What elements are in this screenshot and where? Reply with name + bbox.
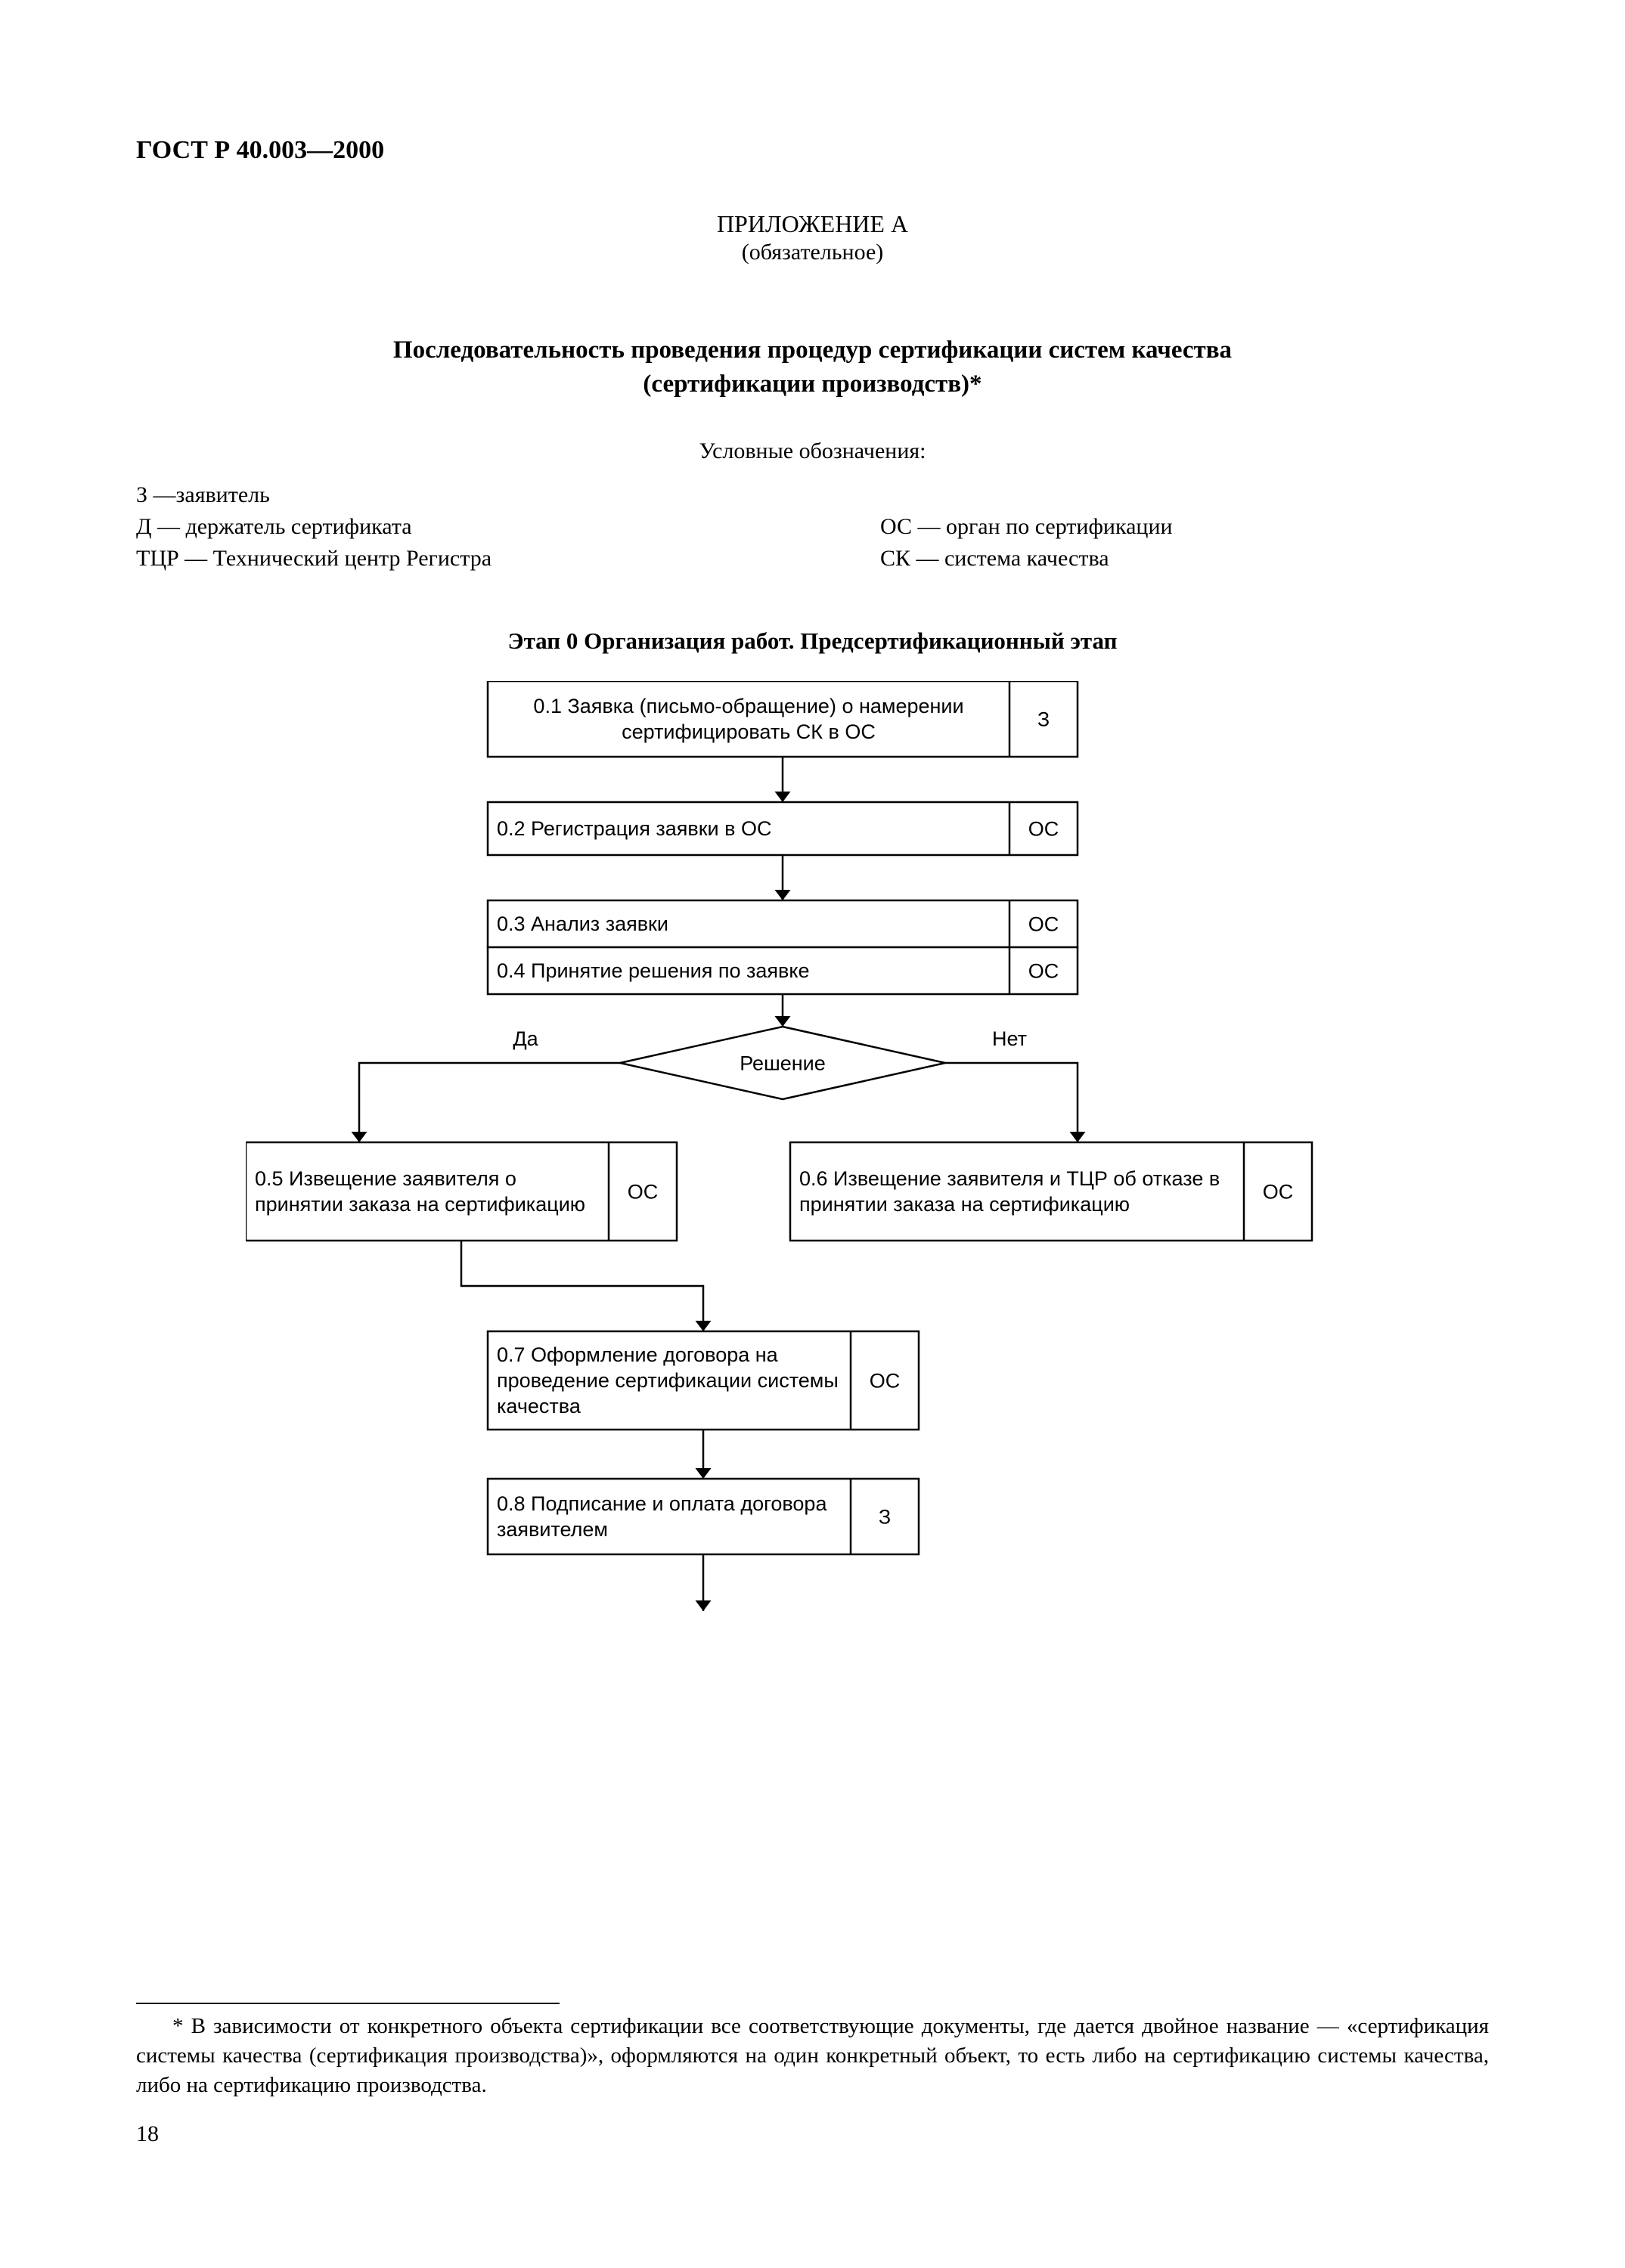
svg-text:Решение: Решение bbox=[740, 1052, 826, 1075]
legend-item: З —заявитель bbox=[136, 479, 880, 511]
main-title-line1: Последовательность проведения процедур с… bbox=[393, 336, 1232, 364]
legend-item: Д — держатель сертификата bbox=[136, 511, 880, 543]
svg-text:Да: Да bbox=[513, 1027, 538, 1050]
legend-header: Условные обозначения: bbox=[136, 438, 1489, 464]
document-id: ГОСТ Р 40.003—2000 bbox=[136, 136, 1489, 165]
svg-text:З: З bbox=[878, 1506, 890, 1529]
legend-item: СК — система качества bbox=[880, 543, 1489, 575]
svg-text:ОС: ОС bbox=[1028, 818, 1059, 841]
stage-title: Этап 0 Организация работ. Предсертификац… bbox=[136, 627, 1489, 655]
appendix-subtitle: (обязательное) bbox=[136, 240, 1489, 265]
legend-item: ТЦР — Технический центр Регистра bbox=[136, 543, 880, 575]
footnote: * В зависимости от конкретного объекта с… bbox=[136, 2012, 1489, 2100]
svg-text:ОС: ОС bbox=[869, 1370, 900, 1393]
footnote-rule bbox=[136, 2003, 560, 2004]
svg-text:Нет: Нет bbox=[992, 1027, 1027, 1050]
appendix-title: ПРИЛОЖЕНИЕ А bbox=[136, 210, 1489, 238]
svg-text:ОС: ОС bbox=[1262, 1181, 1293, 1204]
legend-item: ОС — орган по сертификации bbox=[880, 511, 1489, 543]
flowchart-svg: РешениеДаНетЗ0.1 Заявка (письмо-обращени… bbox=[246, 681, 1380, 1634]
page: ГОСТ Р 40.003—2000 ПРИЛОЖЕНИЕ А (обязате… bbox=[0, 0, 1625, 2268]
legend: З —заявитель Д — держатель сертификата Т… bbox=[136, 479, 1489, 575]
flowchart: РешениеДаНетЗ0.1 Заявка (письмо-обращени… bbox=[246, 681, 1380, 1634]
main-title-line2: (сертификации производств)* bbox=[643, 370, 982, 398]
legend-right: ОС — орган по сертификации СК — система … bbox=[880, 479, 1489, 575]
page-number: 18 bbox=[136, 2121, 1489, 2147]
svg-text:З: З bbox=[1037, 708, 1049, 731]
svg-text:ОС: ОС bbox=[1028, 913, 1059, 936]
svg-text:ОС: ОС bbox=[627, 1181, 658, 1204]
svg-text:ОС: ОС bbox=[1028, 960, 1059, 983]
main-title: Последовательность проведения процедур с… bbox=[136, 333, 1489, 401]
footer: * В зависимости от конкретного объекта с… bbox=[136, 2003, 1489, 2147]
legend-left: З —заявитель Д — держатель сертификата Т… bbox=[136, 479, 880, 575]
